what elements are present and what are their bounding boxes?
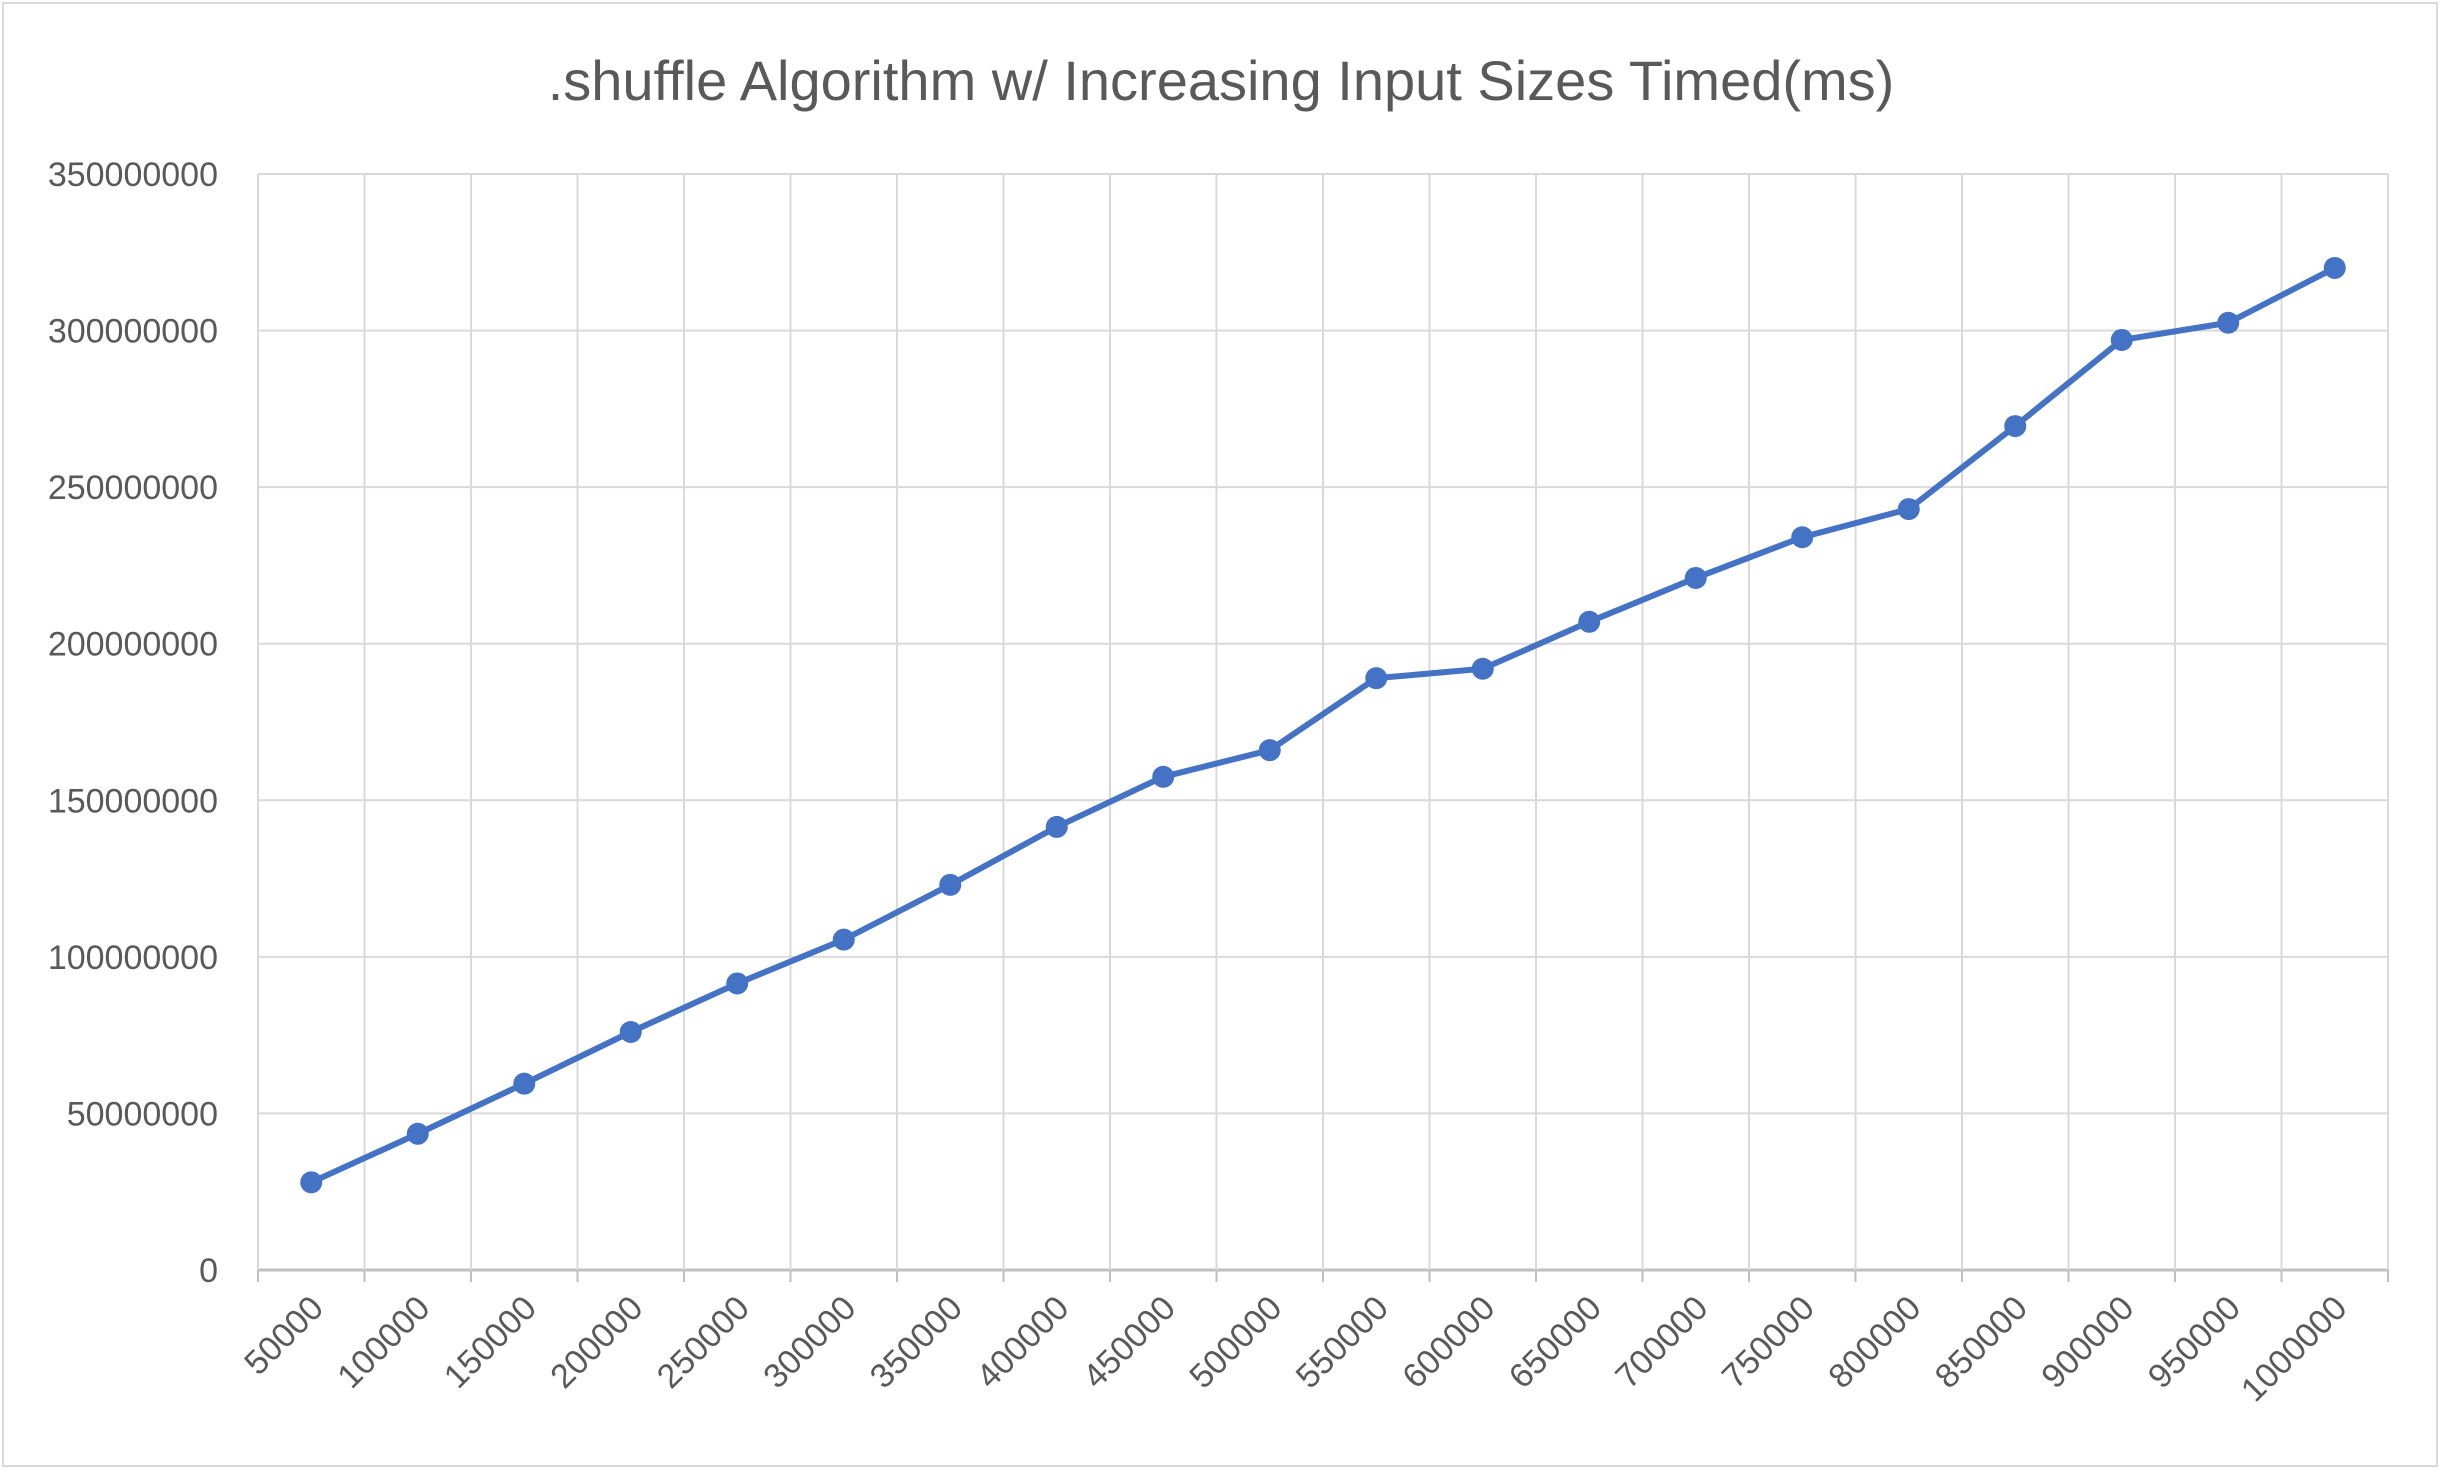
x-tick-label: 550000	[1289, 1289, 1396, 1396]
x-tick-label: 600000	[1395, 1289, 1502, 1396]
y-tick-label: 50000000	[67, 1095, 218, 1133]
data-point	[726, 972, 749, 995]
x-tick-label: 1000000	[2234, 1289, 2354, 1409]
data-point	[300, 1171, 323, 1194]
data-point	[832, 928, 855, 951]
gridlines	[257, 173, 2389, 1282]
data-point	[406, 1122, 429, 1145]
series-layer	[300, 256, 2346, 1194]
data-point	[1791, 526, 1814, 549]
x-tick-label: 350000	[863, 1289, 970, 1396]
data-point	[939, 873, 962, 896]
y-tick-label: 300000000	[48, 313, 218, 351]
y-tick-label: 0	[199, 1252, 218, 1290]
data-point	[619, 1021, 642, 1044]
x-tick-label: 100000	[330, 1289, 437, 1396]
data-point	[2323, 256, 2346, 279]
y-axis-ticks: 0 50000000 100000000 150000000 200000000 2500…	[48, 156, 218, 1290]
y-tick-label: 350000000	[48, 156, 218, 194]
x-tick-label: 750000	[1715, 1289, 1822, 1396]
x-tick-label: 400000	[969, 1289, 1076, 1396]
x-tick-label: 450000	[1076, 1289, 1183, 1396]
data-point	[1897, 498, 1920, 521]
x-tick-label: 650000	[1502, 1289, 1609, 1396]
data-point	[1258, 739, 1281, 762]
x-tick-label: 850000	[1928, 1289, 2035, 1396]
data-point	[2110, 328, 2133, 351]
x-tick-label: 950000	[2141, 1289, 2248, 1396]
data-point	[2217, 311, 2240, 334]
data-point	[1578, 610, 1601, 633]
data-point	[1684, 566, 1707, 589]
y-tick-label: 150000000	[48, 782, 218, 820]
series-line	[310, 265, 2337, 1186]
x-tick-label: 250000	[650, 1289, 757, 1396]
x-axis-ticks: 50000 100000 150000 200000 250000 300000 35000…	[237, 1289, 2354, 1409]
data-point	[513, 1072, 536, 1095]
x-tick-label: 50000	[237, 1289, 331, 1383]
x-tick-label: 200000	[543, 1289, 650, 1396]
x-tick-label: 150000	[437, 1289, 544, 1396]
x-tick-label: 800000	[1821, 1289, 1928, 1396]
chart-title: .shuffle Algorithm w/ Increasing Input S…	[548, 49, 1895, 112]
data-point	[1045, 815, 1068, 838]
x-tick-label: 700000	[1608, 1289, 1715, 1396]
x-tick-label: 900000	[2034, 1289, 2141, 1396]
y-tick-label: 200000000	[48, 626, 218, 664]
y-tick-label: 100000000	[48, 939, 218, 977]
data-point	[1365, 667, 1388, 690]
y-tick-label: 250000000	[48, 469, 218, 507]
data-point	[1471, 657, 1494, 680]
x-tick-label: 300000	[756, 1289, 863, 1396]
x-tick-label: 500000	[1182, 1289, 1289, 1396]
data-point	[2004, 415, 2027, 438]
data-point	[1152, 765, 1175, 788]
